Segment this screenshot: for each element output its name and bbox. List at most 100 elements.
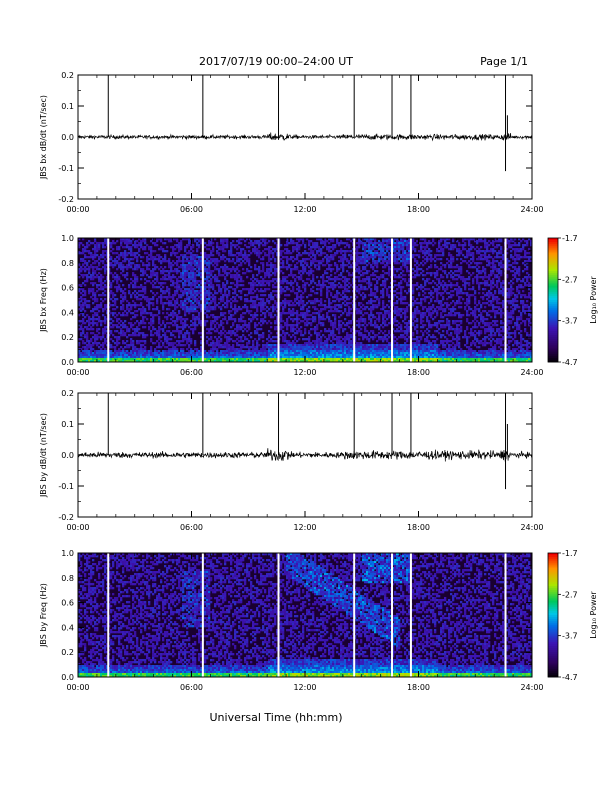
spectrogram-cell [212,316,215,319]
spectrogram-cell [116,336,119,339]
spectrogram-cell [86,262,89,265]
spectrogram-cell [206,262,209,265]
spectrogram-cell [102,292,105,295]
spectrogram-cell [168,322,171,325]
spectrogram-cell [92,356,95,359]
spectrogram-cell [234,312,237,315]
spectrogram-cell [272,316,275,319]
spectrogram-cell [122,352,125,355]
spectrogram-cell [222,314,225,317]
spectrogram-cell [92,292,95,295]
spectrogram-cell [302,314,305,317]
spectrogram-cell [136,320,139,323]
spectrogram-cell [126,358,129,361]
spectrogram-cell [80,270,83,273]
spectrogram-cell [106,276,109,279]
spectrogram-cell [270,338,273,341]
spectrogram-cell [316,292,319,295]
spectrogram-cell [234,278,237,281]
spectrogram-cell [256,352,259,355]
spectrogram-cell [102,344,105,347]
spectrogram-cell [270,246,273,249]
spectrogram-cell [338,336,341,339]
spectrogram-cell [352,336,355,339]
spectrogram-cell [256,360,259,363]
spectrogram-cell [116,286,119,289]
spectrogram-cell [326,352,329,355]
spectrogram-cell [242,256,245,259]
spectrogram-cell [104,298,107,301]
spectrogram-cell [306,314,309,317]
spectrogram-cell [340,352,343,355]
spectrogram-cell [322,252,325,255]
spectrogram-cell [348,326,351,329]
spectrogram-cell [268,256,271,259]
spectrogram-cell [350,328,353,331]
spectrogram-cell [334,264,337,267]
spectrogram-cell [326,314,329,317]
spectrogram-cell [246,330,249,333]
spectrogram-cell [94,238,97,241]
spectrogram-cell [296,326,299,329]
spectrogram-cell [338,358,341,361]
spectrogram-cell [228,332,231,335]
spectrogram-cell [164,250,167,253]
spectrogram-cell [174,268,177,271]
spectrogram-cell [264,272,267,275]
spectrogram-cell [342,268,345,271]
spectrogram-cell [290,242,293,245]
spectrogram-cell [298,314,301,317]
spectrogram-cell [330,356,333,359]
spectrogram-cell [316,246,319,249]
spectrogram-cell [334,324,337,327]
spectrogram-cell [104,242,107,245]
spectrogram-cell [272,298,275,301]
spectrogram-cell [356,268,359,271]
spectrogram-cell [122,264,125,267]
spectrogram-cell [210,296,213,299]
spectrogram-cell [230,274,233,277]
spectrogram-cell [240,298,243,301]
spectrogram-cell [318,268,321,271]
spectrogram-cell [352,356,355,359]
spectrogram-cell [256,340,259,343]
spectrogram-cell [286,282,289,285]
spectrogram-cell [242,344,245,347]
spectrogram-cell [246,354,249,357]
spectrogram-cell [196,280,199,283]
spectrogram-cell [326,288,329,291]
spectrogram-cell [144,282,147,285]
spectrogram-cell [216,276,219,279]
spectrogram-cell [188,356,191,359]
spectrogram-cell [236,266,239,269]
spectrogram-cell [322,280,325,283]
spectrogram-cell [322,240,325,243]
spectrogram-cell [334,262,337,265]
spectrogram-cell [150,290,153,293]
spectrogram-cell [322,356,325,359]
spectrogram-cell [98,352,101,355]
spectrogram-cell [338,320,341,323]
spectrogram-cell [268,248,271,251]
spectrogram-cell [126,346,129,349]
spectrogram-cell [284,300,287,303]
spectrogram-cell [184,276,187,279]
spectrogram-cell [338,344,341,347]
spectrogram-cell [144,346,147,349]
spectrogram-cell [262,240,265,243]
spectrogram-cell [322,308,325,311]
spectrogram-cell [116,352,119,355]
spectrogram-cell [156,302,159,305]
spectrogram-cell [80,354,83,357]
spectrogram-cell [344,254,347,257]
spectrogram-cell [224,350,227,353]
spectrogram-cell [318,348,321,351]
spectrogram-cell [286,326,289,329]
spectrogram-cell [290,354,293,357]
spectrogram-cell [182,238,185,241]
spectrogram-cell [184,250,187,253]
spectrogram-cell [160,288,163,291]
spectrogram-cell [330,246,333,249]
spectrogram-cell [314,344,317,347]
spectrogram-cell [238,276,241,279]
